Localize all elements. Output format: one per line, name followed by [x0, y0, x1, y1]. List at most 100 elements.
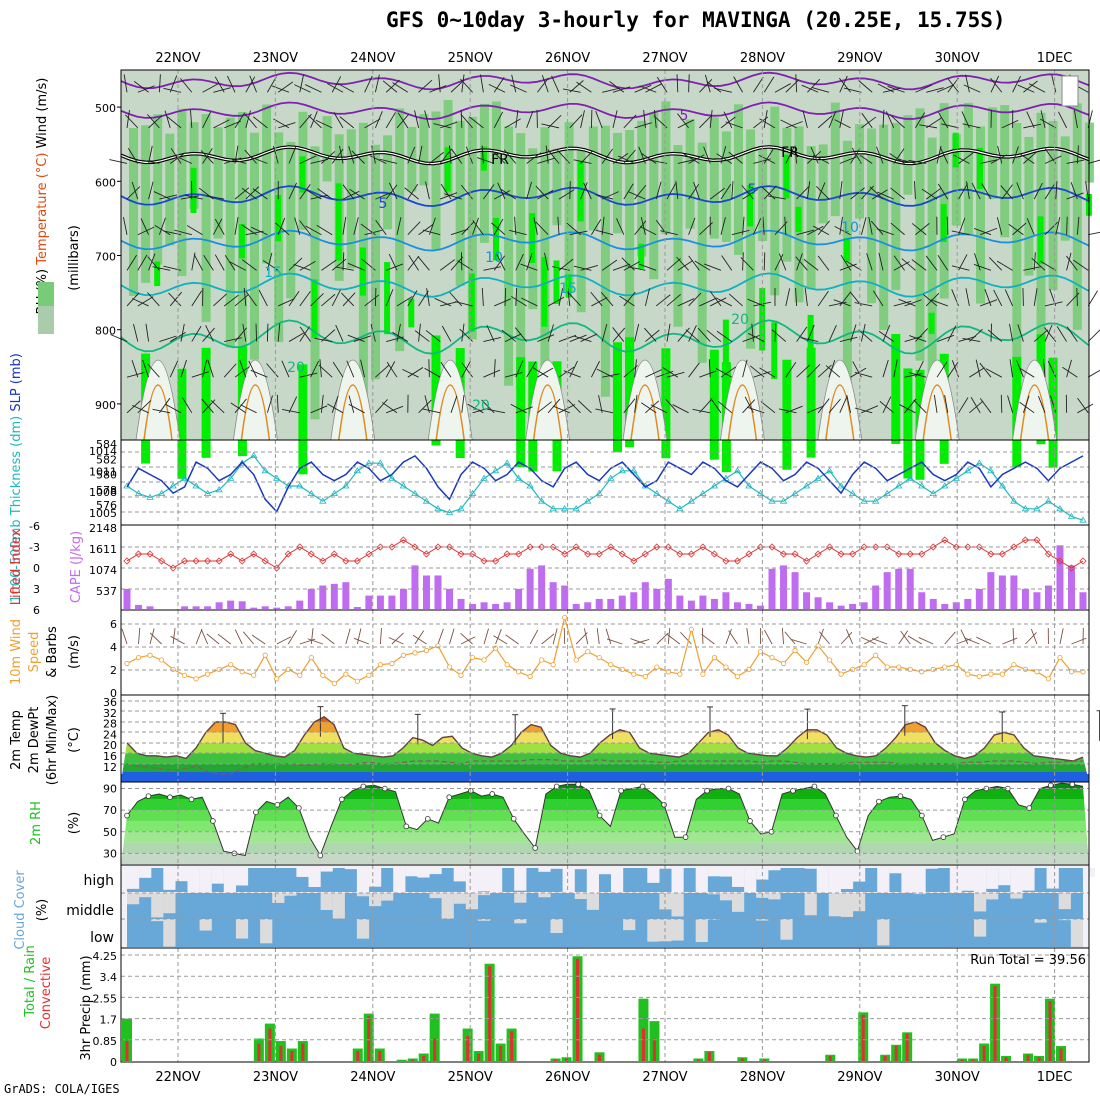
wind-barb: [449, 292, 463, 307]
wind-speed-point: [423, 647, 430, 654]
lifted-index-point: [561, 550, 569, 558]
rh-moist-band: [431, 111, 441, 250]
wind-barb: [193, 254, 203, 271]
lifted-index-point: [204, 557, 212, 565]
cape-bar: [780, 565, 788, 609]
wind-barb: [472, 219, 484, 235]
wind-barb: [794, 145, 798, 164]
wind-barb: [422, 229, 441, 236]
wind-barb: [1039, 118, 1057, 129]
cloud-gap: [1010, 868, 1023, 892]
temp-line: [126, 715, 1084, 762]
wind-barb: [532, 367, 549, 378]
rh-moist-band: [830, 102, 840, 217]
wind-barb: [440, 301, 458, 307]
cape-tick-2148: 2148: [89, 522, 117, 535]
temp-band: [121, 722, 1089, 733]
wind-barb: [1001, 119, 1019, 129]
wind-barb: [740, 257, 754, 271]
cape-bar: [411, 565, 419, 609]
rh-saturated-low: [625, 337, 635, 448]
wind-barb: [595, 408, 614, 414]
cloud-gap: [296, 868, 309, 877]
cape-bar: [538, 565, 546, 609]
wind-barb: [839, 110, 844, 128]
wind-barb: [249, 75, 258, 93]
rh-point: [747, 818, 753, 824]
wind-barb: [796, 326, 808, 342]
rh-moist-band: [225, 117, 235, 348]
precip-convective-bar: [883, 1056, 887, 1061]
cloud-gap: [490, 868, 503, 892]
grid: [121, 782, 1089, 865]
wind-barb: [437, 628, 444, 645]
grid: [121, 695, 1089, 782]
slp-tick-1005: 1005: [89, 507, 117, 520]
wind-barb: [240, 404, 257, 414]
rh-saturated-low: [1048, 357, 1058, 468]
temp-band: [121, 763, 1089, 772]
cape-bar: [872, 585, 880, 609]
wind-barb: [893, 300, 912, 307]
wind-barb: [677, 113, 689, 129]
wind-barb: [472, 407, 491, 414]
wind-barb: [763, 110, 768, 128]
wind-barb: [562, 88, 581, 93]
grid: [121, 525, 1089, 610]
thickness-point: [457, 505, 465, 512]
rh-saturated-band: [190, 167, 197, 213]
wind-barb: [1071, 637, 1087, 645]
wind-barb: [509, 229, 527, 236]
precip-convective-bar: [411, 1059, 415, 1061]
wind-barb: [492, 150, 506, 164]
date-label-top-26NOV: 26NOV: [545, 51, 590, 66]
wind-barb: [1026, 218, 1035, 235]
wind-barb: [645, 400, 660, 414]
temperature-contour-20: [120, 319, 1090, 355]
li-tick--3: -3: [29, 541, 40, 554]
wind-barb: [467, 403, 484, 414]
wind-barb: [122, 216, 128, 235]
wind-barb: [207, 359, 214, 378]
precip-convective-bar: [894, 1046, 898, 1061]
wind-barb: [266, 363, 279, 378]
wind-barb: [440, 361, 452, 378]
wind-barb: [418, 399, 432, 414]
wind-barb: [123, 74, 128, 93]
wind-barb: [440, 121, 458, 129]
wind-speed-point: [516, 669, 522, 675]
cloud-gap: [453, 868, 466, 882]
wind-barb: [335, 324, 344, 342]
wind-barb: [481, 287, 484, 306]
wind-barb: [1055, 217, 1061, 235]
rh-moist-band: [552, 148, 562, 226]
wind-barb: [353, 217, 359, 235]
wind-speed-point: [354, 678, 360, 684]
thickness-point: [699, 489, 707, 496]
rh-saturated-low: [661, 348, 671, 459]
wind-axis-label-4: (m/s): [67, 635, 82, 669]
lifted-index-point: [388, 543, 396, 551]
cloud-gap: [925, 868, 938, 869]
cloud-gap: [429, 868, 442, 875]
wind-speed-point: [135, 654, 142, 661]
wind-barb: [180, 323, 185, 342]
temperature-contour-25: [727, 384, 758, 441]
contour-label-FR: FR: [781, 145, 799, 161]
wind-barb: [364, 229, 383, 236]
wind-barb: [1008, 223, 1024, 236]
wind-speed-point: [711, 654, 718, 661]
cape-bar: [123, 588, 131, 609]
wind-barb: [759, 367, 776, 378]
precip-panel: [122, 956, 1067, 1061]
wind-barb: [382, 80, 398, 93]
wind-speed-point: [550, 662, 556, 668]
wind-barb: [223, 294, 239, 307]
thickness-point: [676, 505, 684, 512]
wind-barb: [851, 147, 862, 164]
wind-barb: [1073, 110, 1078, 128]
wind-barb: [319, 359, 322, 378]
rh-point: [940, 834, 947, 840]
rh-tick-90: 90: [103, 783, 117, 796]
wind-speed-point: [884, 664, 890, 670]
